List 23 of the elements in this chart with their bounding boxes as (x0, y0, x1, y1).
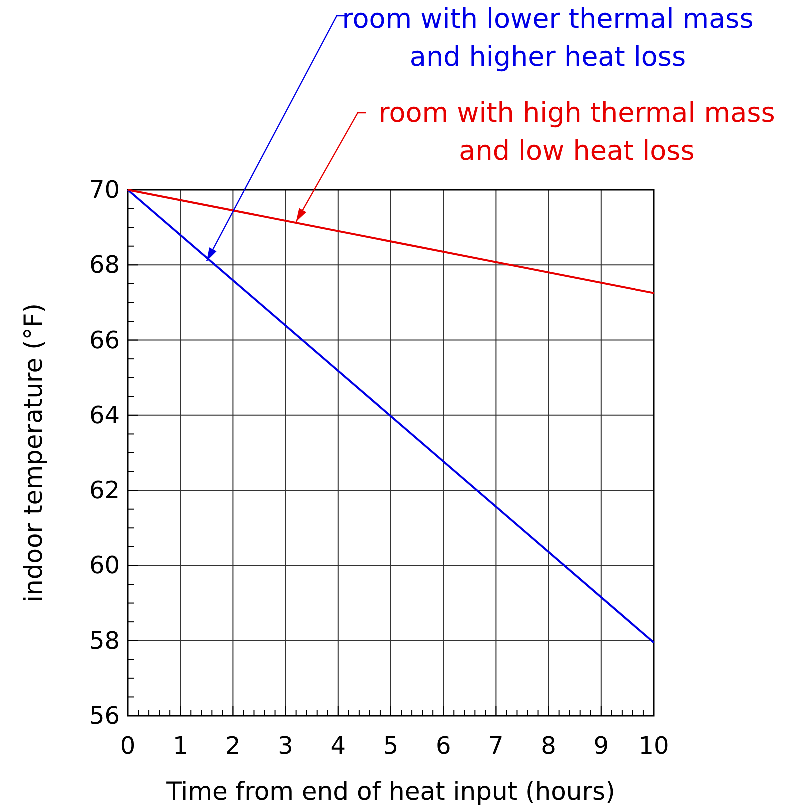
x-tick-label: 2 (226, 732, 241, 760)
x-tick-label: 3 (278, 732, 294, 760)
x-tick-label: 9 (594, 732, 610, 760)
x-tick-label: 7 (488, 732, 504, 760)
x-axis-title: Time from end of heat input (hours) (166, 777, 616, 806)
x-tick-label: 8 (541, 732, 556, 760)
y-tick-label: 68 (89, 251, 120, 280)
annotation: room with high thermal mass and low heat loss (378, 98, 776, 167)
annotation: room with lower thermal mass and higher heat loss (342, 4, 754, 73)
y-tick-label: 66 (89, 326, 120, 354)
x-tick-label: 5 (383, 732, 399, 760)
x-tick-label: 10 (638, 732, 670, 760)
y-tick-label: 64 (89, 401, 120, 430)
y-tick-label: 58 (89, 626, 120, 655)
x-tick-label: 0 (120, 732, 136, 760)
y-tick-label: 56 (89, 702, 120, 730)
x-tick-label: 6 (436, 732, 452, 760)
y-tick-label: 60 (89, 552, 120, 580)
y-tick-label: 70 (89, 176, 120, 204)
y-tick-label: 62 (89, 476, 120, 505)
x-tick-label: 1 (172, 732, 188, 760)
y-axis-title: indoor temperature (°F) (19, 304, 48, 602)
x-tick-label: 4 (330, 732, 346, 760)
